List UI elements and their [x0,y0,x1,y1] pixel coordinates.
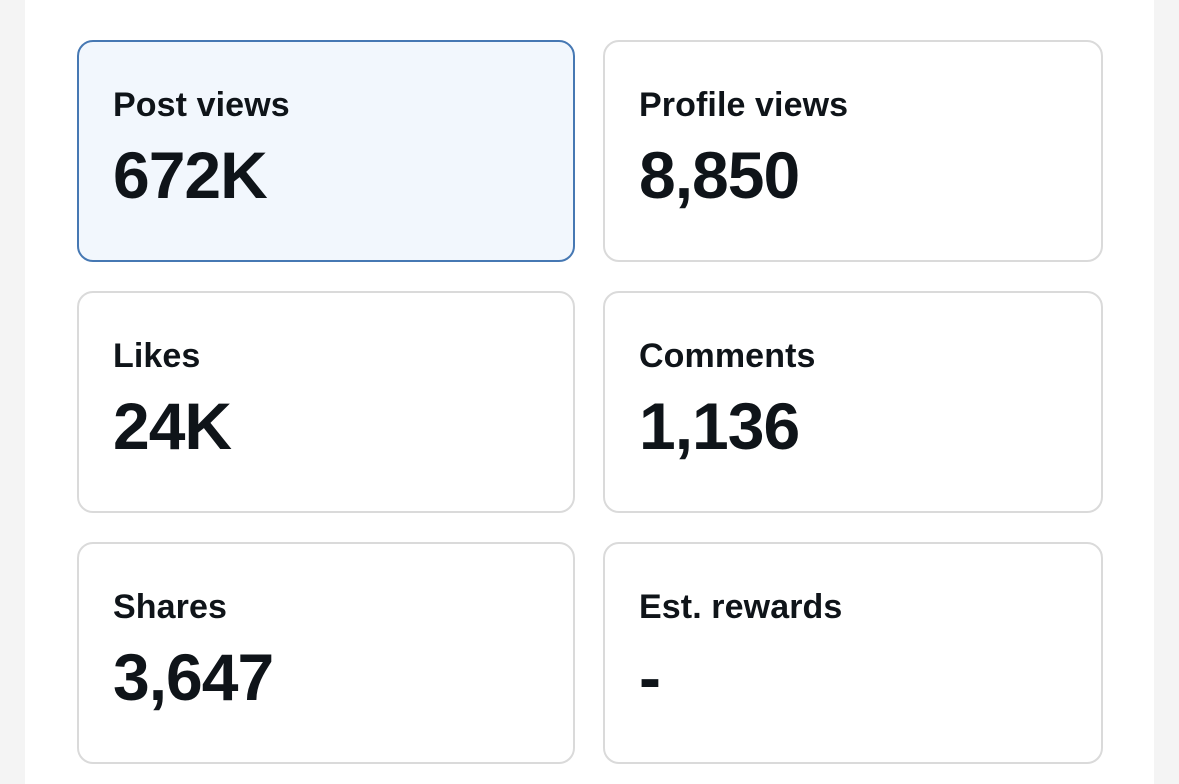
stat-value: 1,136 [639,389,800,463]
stat-label: Comments [639,337,816,375]
page-gutter-left [0,0,25,784]
stat-value: 8,850 [639,138,800,212]
stat-value: - [639,640,661,714]
stat-label: Post views [113,86,290,124]
page-gutter-right [1154,0,1179,784]
stat-card-post-views[interactable]: Post views 672K [77,40,575,262]
stat-label: Est. rewards [639,588,843,626]
stat-card-profile-views[interactable]: Profile views 8,850 [603,40,1103,262]
stat-label: Likes [113,337,201,375]
stats-grid: Post views 672K Profile views 8,850 Like… [77,40,1103,764]
stat-label: Profile views [639,86,849,124]
stat-card-comments[interactable]: Comments 1,136 [603,291,1103,513]
stat-card-shares[interactable]: Shares 3,647 [77,542,575,764]
stat-value: 24K [113,389,232,463]
stat-value: 3,647 [113,640,274,714]
stat-card-likes[interactable]: Likes 24K [77,291,575,513]
stat-value: 672K [113,138,268,212]
stat-label: Shares [113,588,228,626]
stat-card-est-rewards[interactable]: Est. rewards - [603,542,1103,764]
